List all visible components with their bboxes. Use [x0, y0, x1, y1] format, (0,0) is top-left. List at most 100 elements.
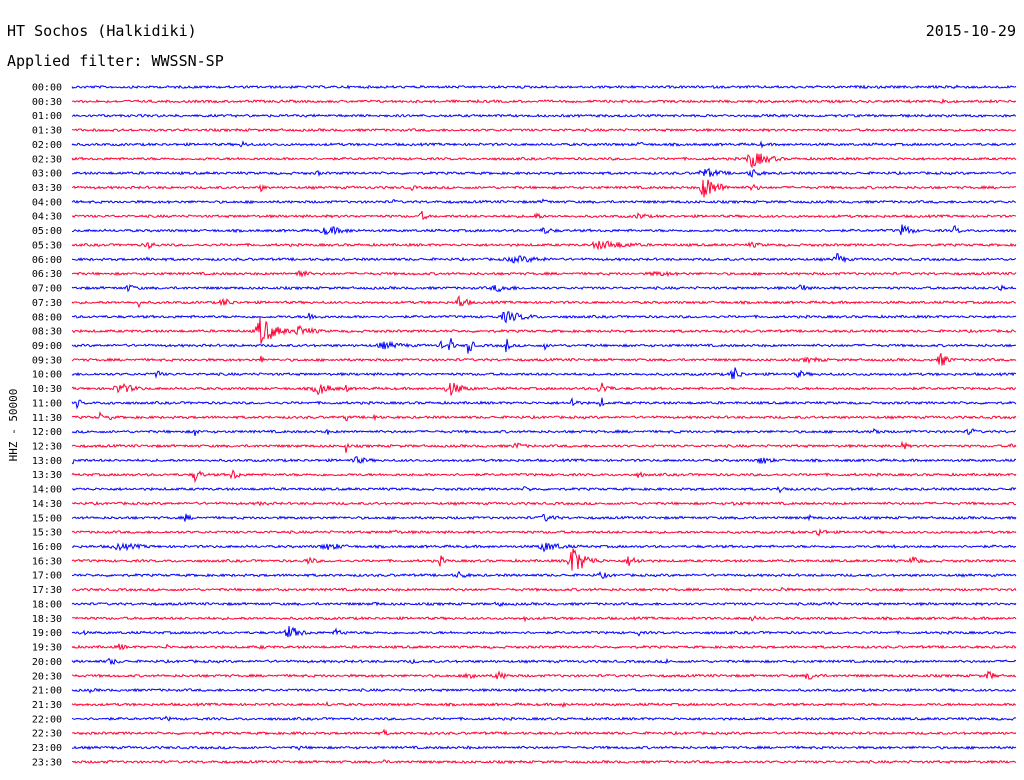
seismic-trace-line — [71, 687, 1017, 694]
seismic-trace-line — [71, 284, 1017, 293]
time-tick-label: 10:30 — [32, 384, 62, 395]
time-tick-label: 10:00 — [32, 370, 62, 381]
time-tick-label: 09:00 — [32, 341, 62, 352]
time-tick-label: 21:30 — [32, 700, 62, 711]
seismic-trace-line — [71, 97, 1017, 104]
seismic-trace-line — [71, 586, 1017, 593]
time-tick-label: 08:00 — [32, 312, 62, 323]
time-tick-label: 12:00 — [32, 427, 62, 438]
time-tick-label: 16:30 — [32, 556, 62, 567]
seismic-trace-line — [71, 253, 1017, 264]
seismic-trace-line — [71, 715, 1017, 722]
seismic-trace-line — [71, 179, 1017, 198]
seismic-trace-line — [71, 269, 1017, 278]
seismic-trace-line — [71, 367, 1017, 380]
seismic-trace-line — [71, 210, 1017, 221]
seismic-trace-line — [71, 513, 1017, 522]
time-tick-label: 15:00 — [32, 513, 62, 524]
seismic-trace-line — [71, 625, 1017, 638]
seismic-trace-line — [71, 500, 1017, 507]
time-tick-label: 00:30 — [32, 97, 62, 108]
time-tick-label: 09:30 — [32, 355, 62, 366]
seismic-trace-line — [72, 615, 1017, 623]
seismic-trace-line — [71, 127, 1017, 133]
seismic-trace-line — [71, 670, 1017, 680]
seismic-trace-line — [71, 295, 1017, 309]
seismic-trace-line — [71, 410, 1017, 422]
time-tick-label: 02:30 — [32, 154, 62, 165]
seismic-trace-line — [71, 167, 1017, 178]
seismic-trace-line — [71, 601, 1017, 607]
seismic-trace-line — [71, 456, 1017, 465]
time-tick-label: 16:00 — [32, 542, 62, 553]
time-tick-label: 12:30 — [32, 442, 62, 453]
time-tick-label: 02:00 — [32, 140, 62, 151]
seismic-trace-line — [71, 643, 1017, 651]
time-tick-label: 18:00 — [32, 599, 62, 610]
time-tick-label: 23:00 — [32, 743, 62, 754]
seismic-trace-line — [71, 311, 1017, 324]
time-tick-label: 05:00 — [32, 226, 62, 237]
time-tick-label: 13:00 — [32, 456, 62, 467]
time-tick-label: 08:30 — [32, 327, 62, 338]
time-tick-label: 01:00 — [32, 111, 62, 122]
time-tick-label: 19:00 — [32, 628, 62, 639]
time-tick-label: 06:00 — [32, 255, 62, 266]
seismic-trace-line — [71, 140, 1017, 149]
seismic-trace-line — [71, 427, 1017, 436]
time-tick-label: 13:30 — [32, 470, 62, 481]
seismic-trace-line — [72, 570, 1017, 580]
time-tick-label: 07:00 — [32, 284, 62, 295]
time-tick-label: 19:30 — [32, 643, 62, 654]
time-tick-label: 17:30 — [32, 585, 62, 596]
seismic-trace-line — [71, 84, 1017, 90]
time-tick-label: 23:30 — [32, 757, 62, 768]
seismic-trace-line — [71, 240, 1017, 251]
seismic-trace-line — [71, 728, 1017, 736]
seismic-trace-line — [71, 198, 1017, 205]
seismic-trace-line — [71, 486, 1017, 494]
time-tick-label: 04:00 — [32, 197, 62, 208]
time-tick-label: 18:30 — [32, 614, 62, 625]
time-tick-label: 11:00 — [32, 398, 62, 409]
seismic-trace-line — [71, 548, 1017, 571]
time-tick-label: 14:30 — [32, 499, 62, 510]
seismic-trace-line — [71, 317, 1017, 344]
y-axis-label: HHZ - 50000 — [7, 389, 20, 462]
seismic-trace-line — [71, 759, 1016, 765]
time-tick-label: 22:00 — [32, 714, 62, 725]
time-tick-label: 11:30 — [32, 413, 62, 424]
time-tick-label: 21:00 — [32, 686, 62, 697]
time-tick-label: 06:30 — [32, 269, 62, 280]
time-tick-label: 20:30 — [32, 671, 62, 682]
seismic-trace-line — [71, 700, 1017, 709]
seismic-trace-line — [71, 469, 1017, 484]
time-tick-label: 01:30 — [32, 126, 62, 137]
seismic-trace-line — [71, 224, 1017, 236]
station-title: HT Sochos (Halkidiki) — [7, 22, 197, 40]
trace-rows: 00:00 00:30 01:00 01:30 02:00 02:30 03:00 03:30… — [32, 83, 1017, 768]
seismic-trace-line — [71, 440, 1017, 453]
time-tick-label: 00:00 — [32, 83, 62, 94]
seismic-trace-line — [72, 745, 1017, 751]
time-tick-label: 04:30 — [32, 212, 62, 223]
seismic-trace-line — [71, 338, 1017, 354]
seismic-trace-line — [71, 657, 1017, 665]
time-tick-label: 03:30 — [32, 183, 62, 194]
time-tick-label: 14:00 — [32, 485, 62, 496]
time-tick-label: 15:30 — [32, 528, 62, 539]
seismic-trace-line — [71, 542, 1017, 553]
seismic-trace-line — [71, 353, 1017, 366]
time-tick-label: 17:00 — [32, 571, 62, 582]
time-tick-label: 22:30 — [32, 729, 62, 740]
seismic-trace-line — [71, 113, 1017, 119]
seismic-trace-line — [71, 382, 1017, 396]
seismic-trace-line — [71, 528, 1017, 537]
seismic-trace-line — [71, 153, 1017, 169]
filter-label: Applied filter: WWSSN-SP — [7, 52, 224, 70]
time-tick-label: 05:30 — [32, 240, 62, 251]
date-label: 2015-10-29 — [926, 22, 1016, 40]
time-tick-label: 03:00 — [32, 169, 62, 180]
time-tick-label: 20:00 — [32, 657, 62, 668]
